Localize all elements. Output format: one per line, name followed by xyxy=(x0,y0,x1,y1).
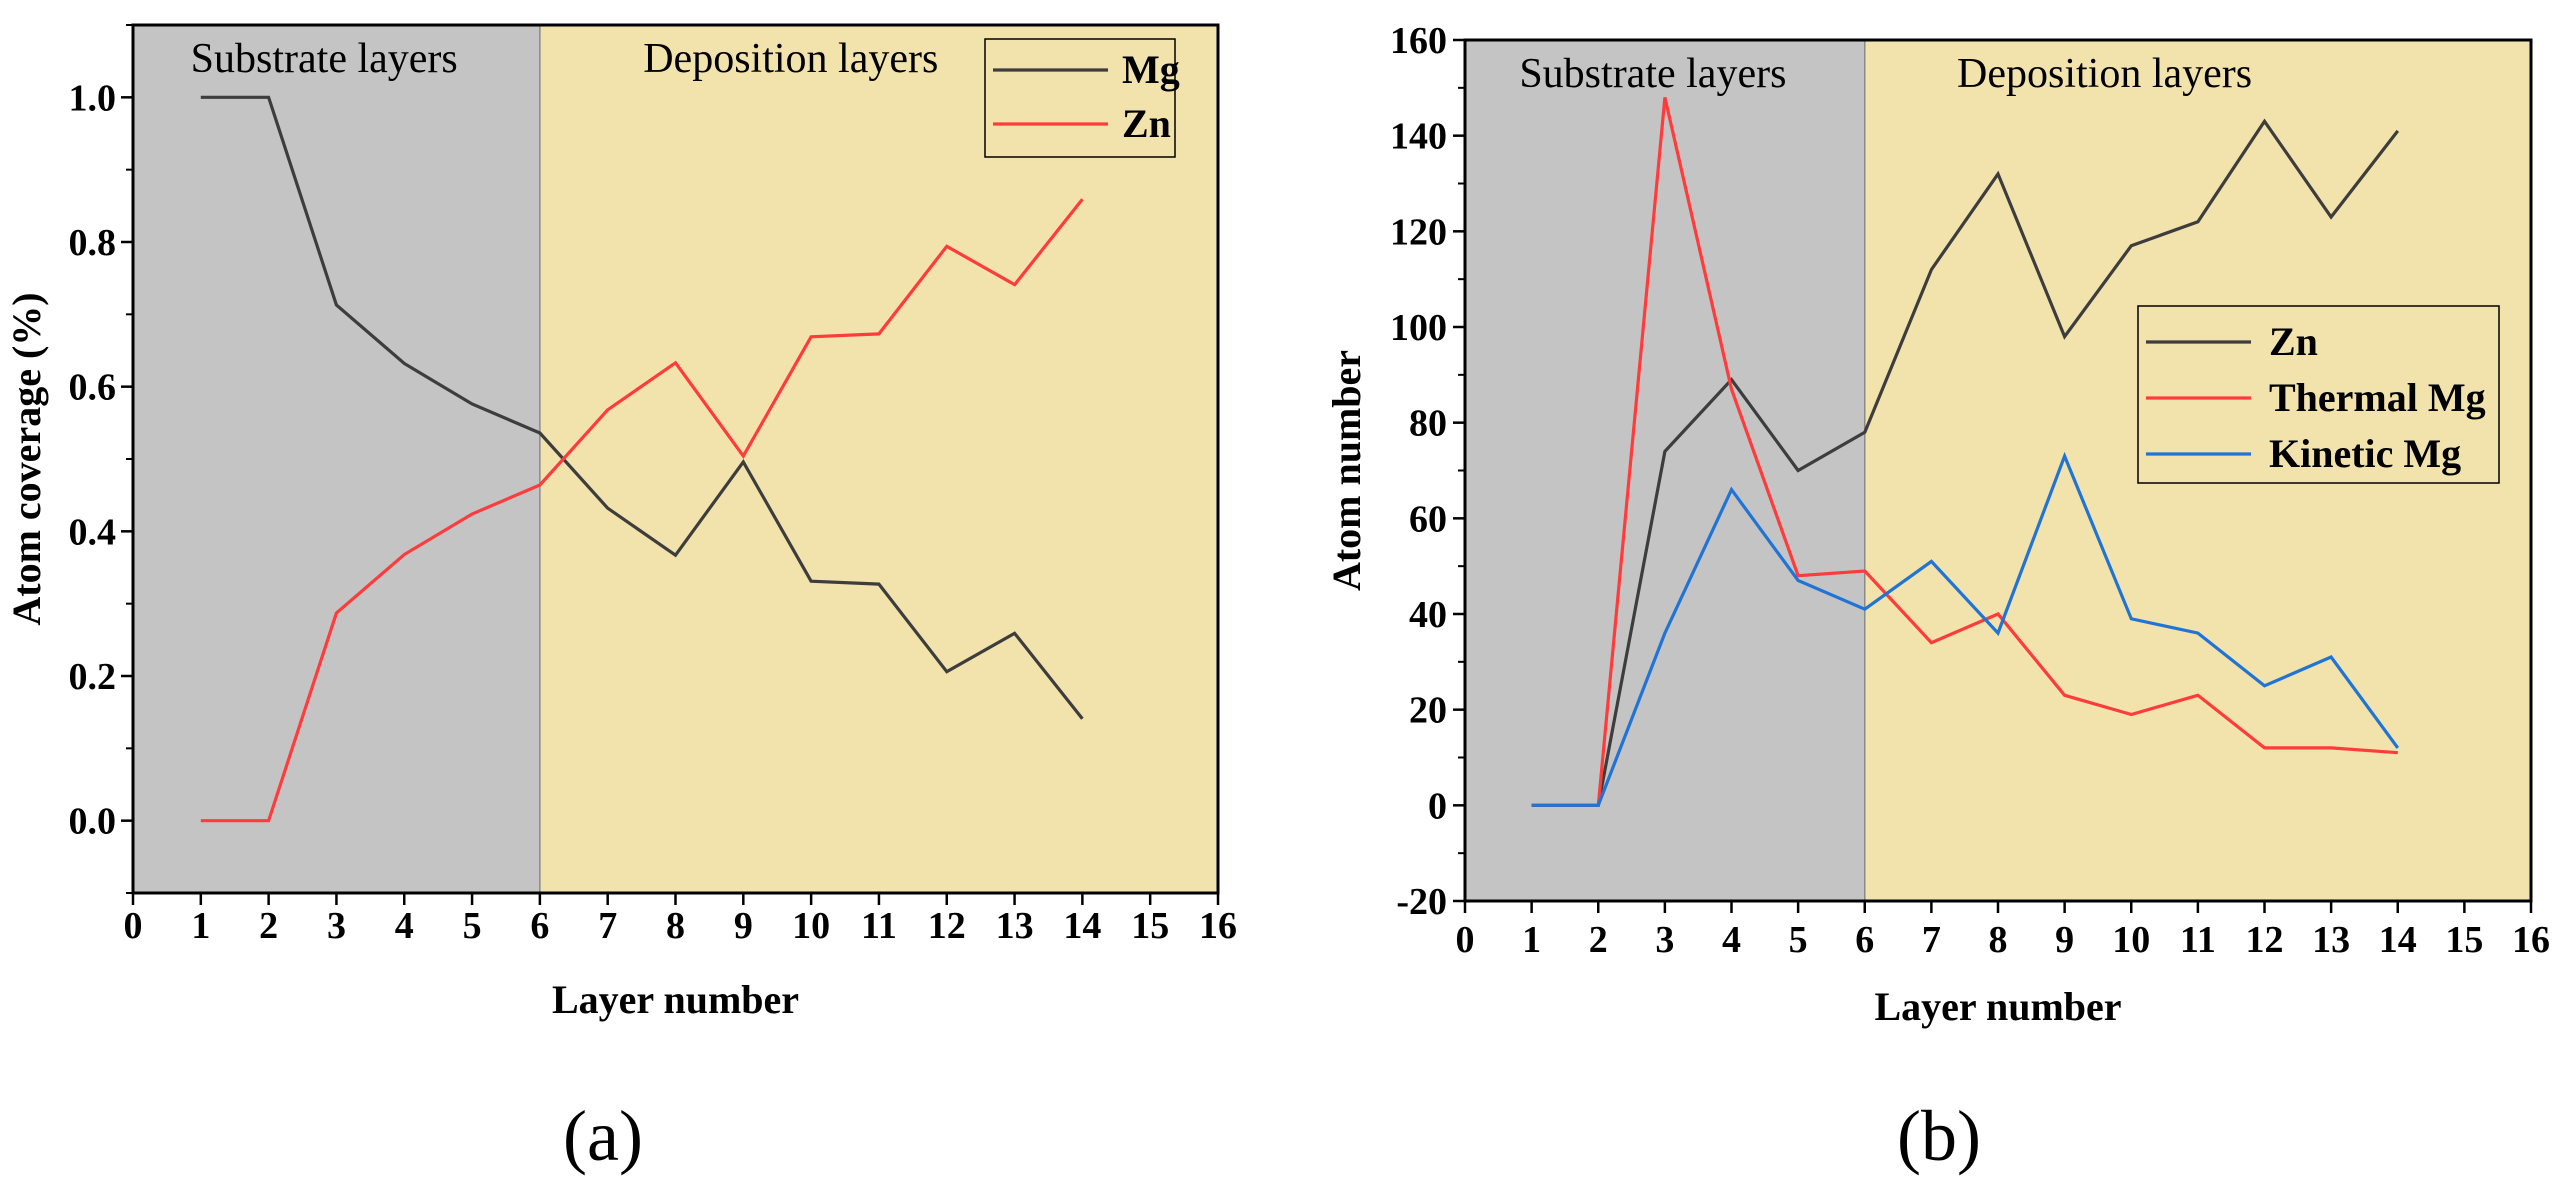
legend-label-zn: Zn xyxy=(1122,101,1171,146)
y-tick-label: 1.0 xyxy=(69,77,117,119)
x-tick-label: 3 xyxy=(327,905,346,947)
legend: Mg Zn xyxy=(984,38,1180,158)
y-tick-label: 140 xyxy=(1390,116,1447,158)
x-tick-label: 6 xyxy=(530,905,549,947)
y-tick-label: 0.4 xyxy=(69,511,117,553)
x-axis-title: Layer number xyxy=(1874,984,2121,1029)
x-tick-label: 4 xyxy=(1722,919,1741,961)
y-tick-label: 0.8 xyxy=(69,222,117,264)
x-tick-label: 14 xyxy=(2379,919,2417,961)
x-tick-label: 13 xyxy=(2312,919,2350,961)
y-tick-label: 0.0 xyxy=(69,801,117,843)
y-tick-label: 100 xyxy=(1390,307,1447,349)
x-tick-label: 8 xyxy=(1989,919,2008,961)
y-tick-label: 0.6 xyxy=(69,367,117,409)
x-axis-title: Layer number xyxy=(552,977,799,1022)
x-tick-label: 6 xyxy=(1855,919,1874,961)
region-label-deposition: Deposition layers xyxy=(643,36,938,82)
x-tick-label: 16 xyxy=(1199,905,1237,947)
y-tick-label: 120 xyxy=(1390,211,1447,253)
x-tick-label: 0 xyxy=(1456,919,1475,961)
region-substrate-background xyxy=(1465,40,1865,901)
y-tick-label: 0.2 xyxy=(69,656,117,698)
y-tick-label: -20 xyxy=(1396,881,1447,923)
x-tick-label: 7 xyxy=(598,905,617,947)
region-label-substrate: Substrate layers xyxy=(1519,51,1786,97)
legend-label-thermal-mg: Thermal Mg xyxy=(2269,375,2486,420)
x-tick-label: 4 xyxy=(395,905,414,947)
series-line-thermal-mg xyxy=(1531,97,2398,807)
y-tick-label: 160 xyxy=(1390,20,1447,62)
x-tick-label: 13 xyxy=(996,905,1034,947)
legend-box xyxy=(984,38,1176,158)
x-tick-label: 11 xyxy=(2180,919,2216,961)
x-tick-label: 15 xyxy=(1131,905,1169,947)
y-tick-label: 60 xyxy=(1409,498,1447,540)
x-tick-label: 12 xyxy=(2246,919,2284,961)
x-tick-label: 14 xyxy=(1063,905,1101,947)
x-tick-label: 10 xyxy=(2112,919,2150,961)
region-deposition-background xyxy=(539,25,1218,893)
legend-label-zn: Zn xyxy=(2269,319,2318,364)
legend: Zn Thermal Mg Kinetic Mg xyxy=(2137,305,2500,484)
x-tick-label: 1 xyxy=(1522,919,1541,961)
x-tick-label: 0 xyxy=(124,905,143,947)
series-line-mg xyxy=(200,95,1084,720)
region-label-substrate: Substrate layers xyxy=(191,36,458,82)
panel-label: (a) xyxy=(563,1096,643,1176)
x-tick-label: 5 xyxy=(463,905,482,947)
y-tick-label: 20 xyxy=(1409,690,1447,732)
series-line-zn xyxy=(1531,118,2400,807)
x-tick-label: 7 xyxy=(1922,919,1941,961)
x-tick-label: 3 xyxy=(1655,919,1674,961)
x-tick-label: 9 xyxy=(734,905,753,947)
x-tick-label: 5 xyxy=(1789,919,1808,961)
x-tick-label: 2 xyxy=(259,905,278,947)
y-tick-label: 0 xyxy=(1428,785,1447,827)
x-tick-label: 8 xyxy=(666,905,685,947)
x-tick-label: 10 xyxy=(792,905,830,947)
panel-label: (b) xyxy=(1897,1096,1981,1176)
x-tick-label: 11 xyxy=(861,905,897,947)
y-tick-label: 40 xyxy=(1409,594,1447,636)
x-tick-label: 9 xyxy=(2055,919,2074,961)
y-tick-label: 80 xyxy=(1409,403,1447,445)
x-tick-label: 15 xyxy=(2445,919,2483,961)
x-tick-label: 12 xyxy=(928,905,966,947)
x-tick-label: 1 xyxy=(191,905,210,947)
x-tick-label: 2 xyxy=(1589,919,1608,961)
region-label-deposition: Deposition layers xyxy=(1957,51,2252,97)
series-line-zn xyxy=(200,198,1084,823)
legend-label-kinetic-mg: Kinetic Mg xyxy=(2269,431,2461,476)
series-line-kinetic-mg xyxy=(1531,451,2400,807)
y-axis-title: Atom number xyxy=(1324,350,1369,591)
legend-label-mg: Mg xyxy=(1122,47,1180,92)
region-substrate-background xyxy=(133,25,540,893)
x-tick-label: 16 xyxy=(2512,919,2550,961)
y-axis-title: Atom coverage (%) xyxy=(4,292,49,625)
